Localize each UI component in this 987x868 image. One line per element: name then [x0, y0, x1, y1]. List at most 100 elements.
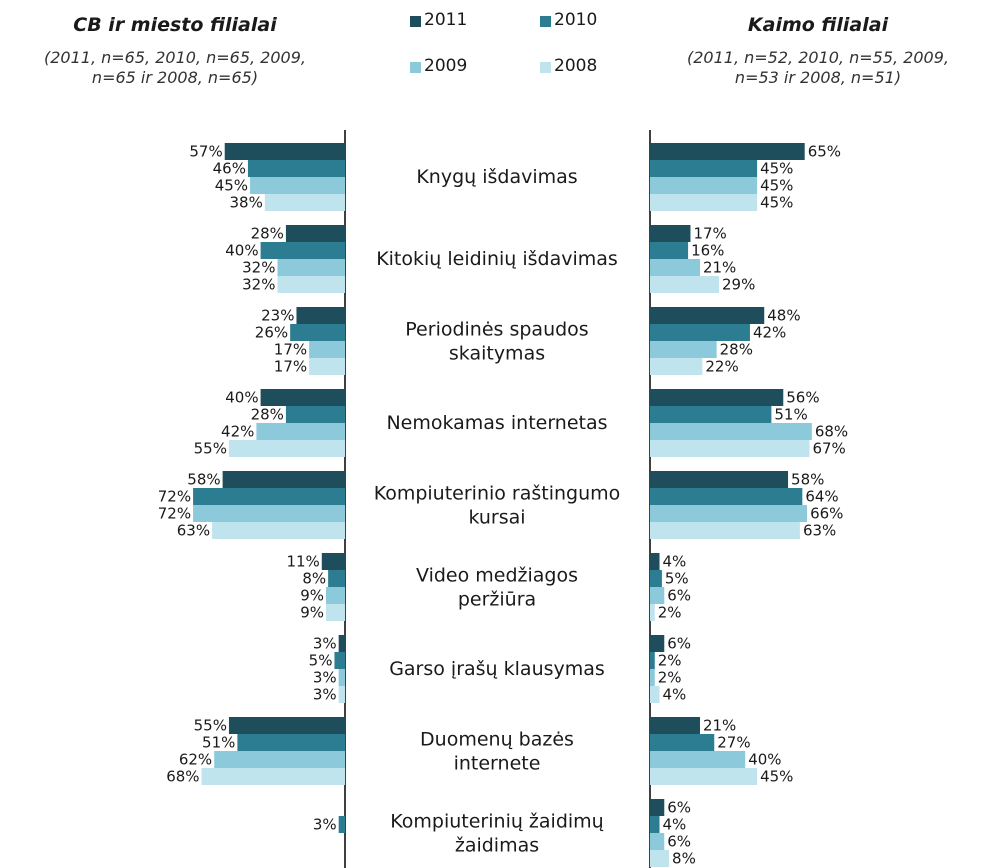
bar — [650, 686, 660, 703]
value-label: 32% — [242, 275, 276, 293]
bar — [264, 194, 345, 211]
value-label: 2% — [657, 668, 682, 686]
bar — [309, 358, 345, 375]
category-label: Garso įrašų klausymas — [389, 658, 605, 681]
value-label: 55% — [193, 439, 227, 457]
value-label: 63% — [802, 521, 837, 539]
value-label: 51% — [774, 405, 808, 423]
bar — [650, 717, 700, 734]
legend-swatch — [540, 16, 551, 27]
bar — [222, 471, 345, 488]
bar — [650, 440, 810, 457]
category-label: Periodinės spaudos skaitymas — [405, 318, 589, 364]
bar — [309, 341, 345, 358]
bar — [650, 423, 812, 440]
value-label: 26% — [254, 323, 289, 341]
bar — [214, 751, 345, 768]
value-label: 45% — [760, 159, 794, 177]
bar — [650, 604, 655, 621]
value-label: 28% — [250, 224, 284, 242]
bar — [650, 768, 758, 785]
value-label: 55% — [193, 716, 227, 734]
bar — [247, 160, 345, 177]
bar — [650, 406, 772, 423]
value-label: 9% — [300, 603, 325, 621]
bar — [650, 358, 703, 375]
value-label: 58% — [791, 470, 825, 488]
bar — [650, 635, 665, 652]
bar — [650, 553, 660, 570]
value-label: 3% — [312, 634, 337, 652]
bar — [650, 587, 665, 604]
value-label: 17% — [693, 224, 727, 242]
bar — [650, 652, 655, 669]
bar — [650, 389, 784, 406]
bar — [650, 276, 720, 293]
bar — [650, 307, 765, 324]
value-label: 3% — [312, 668, 337, 686]
value-label: 9% — [300, 586, 325, 604]
value-label: 51% — [202, 733, 236, 751]
value-label: 38% — [229, 193, 263, 211]
value-label: 29% — [722, 275, 756, 293]
bar — [338, 635, 345, 652]
value-label: 40% — [748, 750, 782, 768]
value-label: 67% — [812, 439, 846, 457]
value-label: 40% — [225, 241, 259, 259]
value-label: 6% — [667, 586, 692, 604]
value-label: 64% — [805, 487, 839, 505]
bar — [326, 587, 345, 604]
bar — [328, 570, 345, 587]
bar — [650, 669, 655, 686]
value-label: 45% — [214, 176, 249, 194]
bar — [212, 522, 345, 539]
bar — [338, 669, 345, 686]
bar — [650, 833, 665, 850]
bar — [237, 734, 345, 751]
value-label: 21% — [702, 258, 737, 276]
value-label: 45% — [760, 767, 794, 785]
legend-swatch — [410, 16, 421, 27]
bar — [650, 471, 789, 488]
value-label: 17% — [273, 340, 308, 358]
bar — [650, 194, 758, 211]
value-label: 6% — [667, 798, 692, 816]
value-label: 6% — [667, 634, 692, 652]
bar — [650, 816, 660, 833]
value-label: 2% — [657, 603, 682, 621]
bar — [250, 177, 345, 194]
bar — [650, 488, 803, 505]
value-label: 62% — [178, 750, 213, 768]
value-label: 21% — [702, 716, 737, 734]
bar — [650, 505, 808, 522]
value-label: 8% — [672, 849, 696, 867]
bar — [650, 522, 800, 539]
category-label: Video medžiagos peržiūra — [415, 564, 578, 610]
bar — [650, 850, 670, 867]
bar — [650, 259, 700, 276]
bar — [650, 177, 758, 194]
value-label: 42% — [221, 422, 255, 440]
bar — [285, 406, 345, 423]
value-label: 4% — [662, 552, 687, 570]
bar — [650, 324, 750, 341]
bar — [650, 341, 717, 358]
value-label: 6% — [667, 832, 692, 850]
value-label: 66% — [810, 504, 844, 522]
value-label: 23% — [261, 306, 295, 324]
bar — [650, 570, 662, 587]
bar — [650, 225, 691, 242]
value-label: 4% — [662, 685, 687, 703]
value-label: 57% — [189, 142, 223, 160]
bar — [650, 799, 665, 816]
bar — [290, 324, 345, 341]
legend-label: 2011 — [424, 10, 468, 30]
bar — [277, 259, 345, 276]
bar — [650, 160, 758, 177]
value-label: 5% — [664, 569, 689, 587]
category-label: Kompiuterinio raštingumo kursai — [373, 482, 621, 528]
value-label: 2% — [657, 651, 682, 669]
category-label: Duomenų bazės internete — [420, 728, 574, 774]
bar — [260, 242, 345, 259]
